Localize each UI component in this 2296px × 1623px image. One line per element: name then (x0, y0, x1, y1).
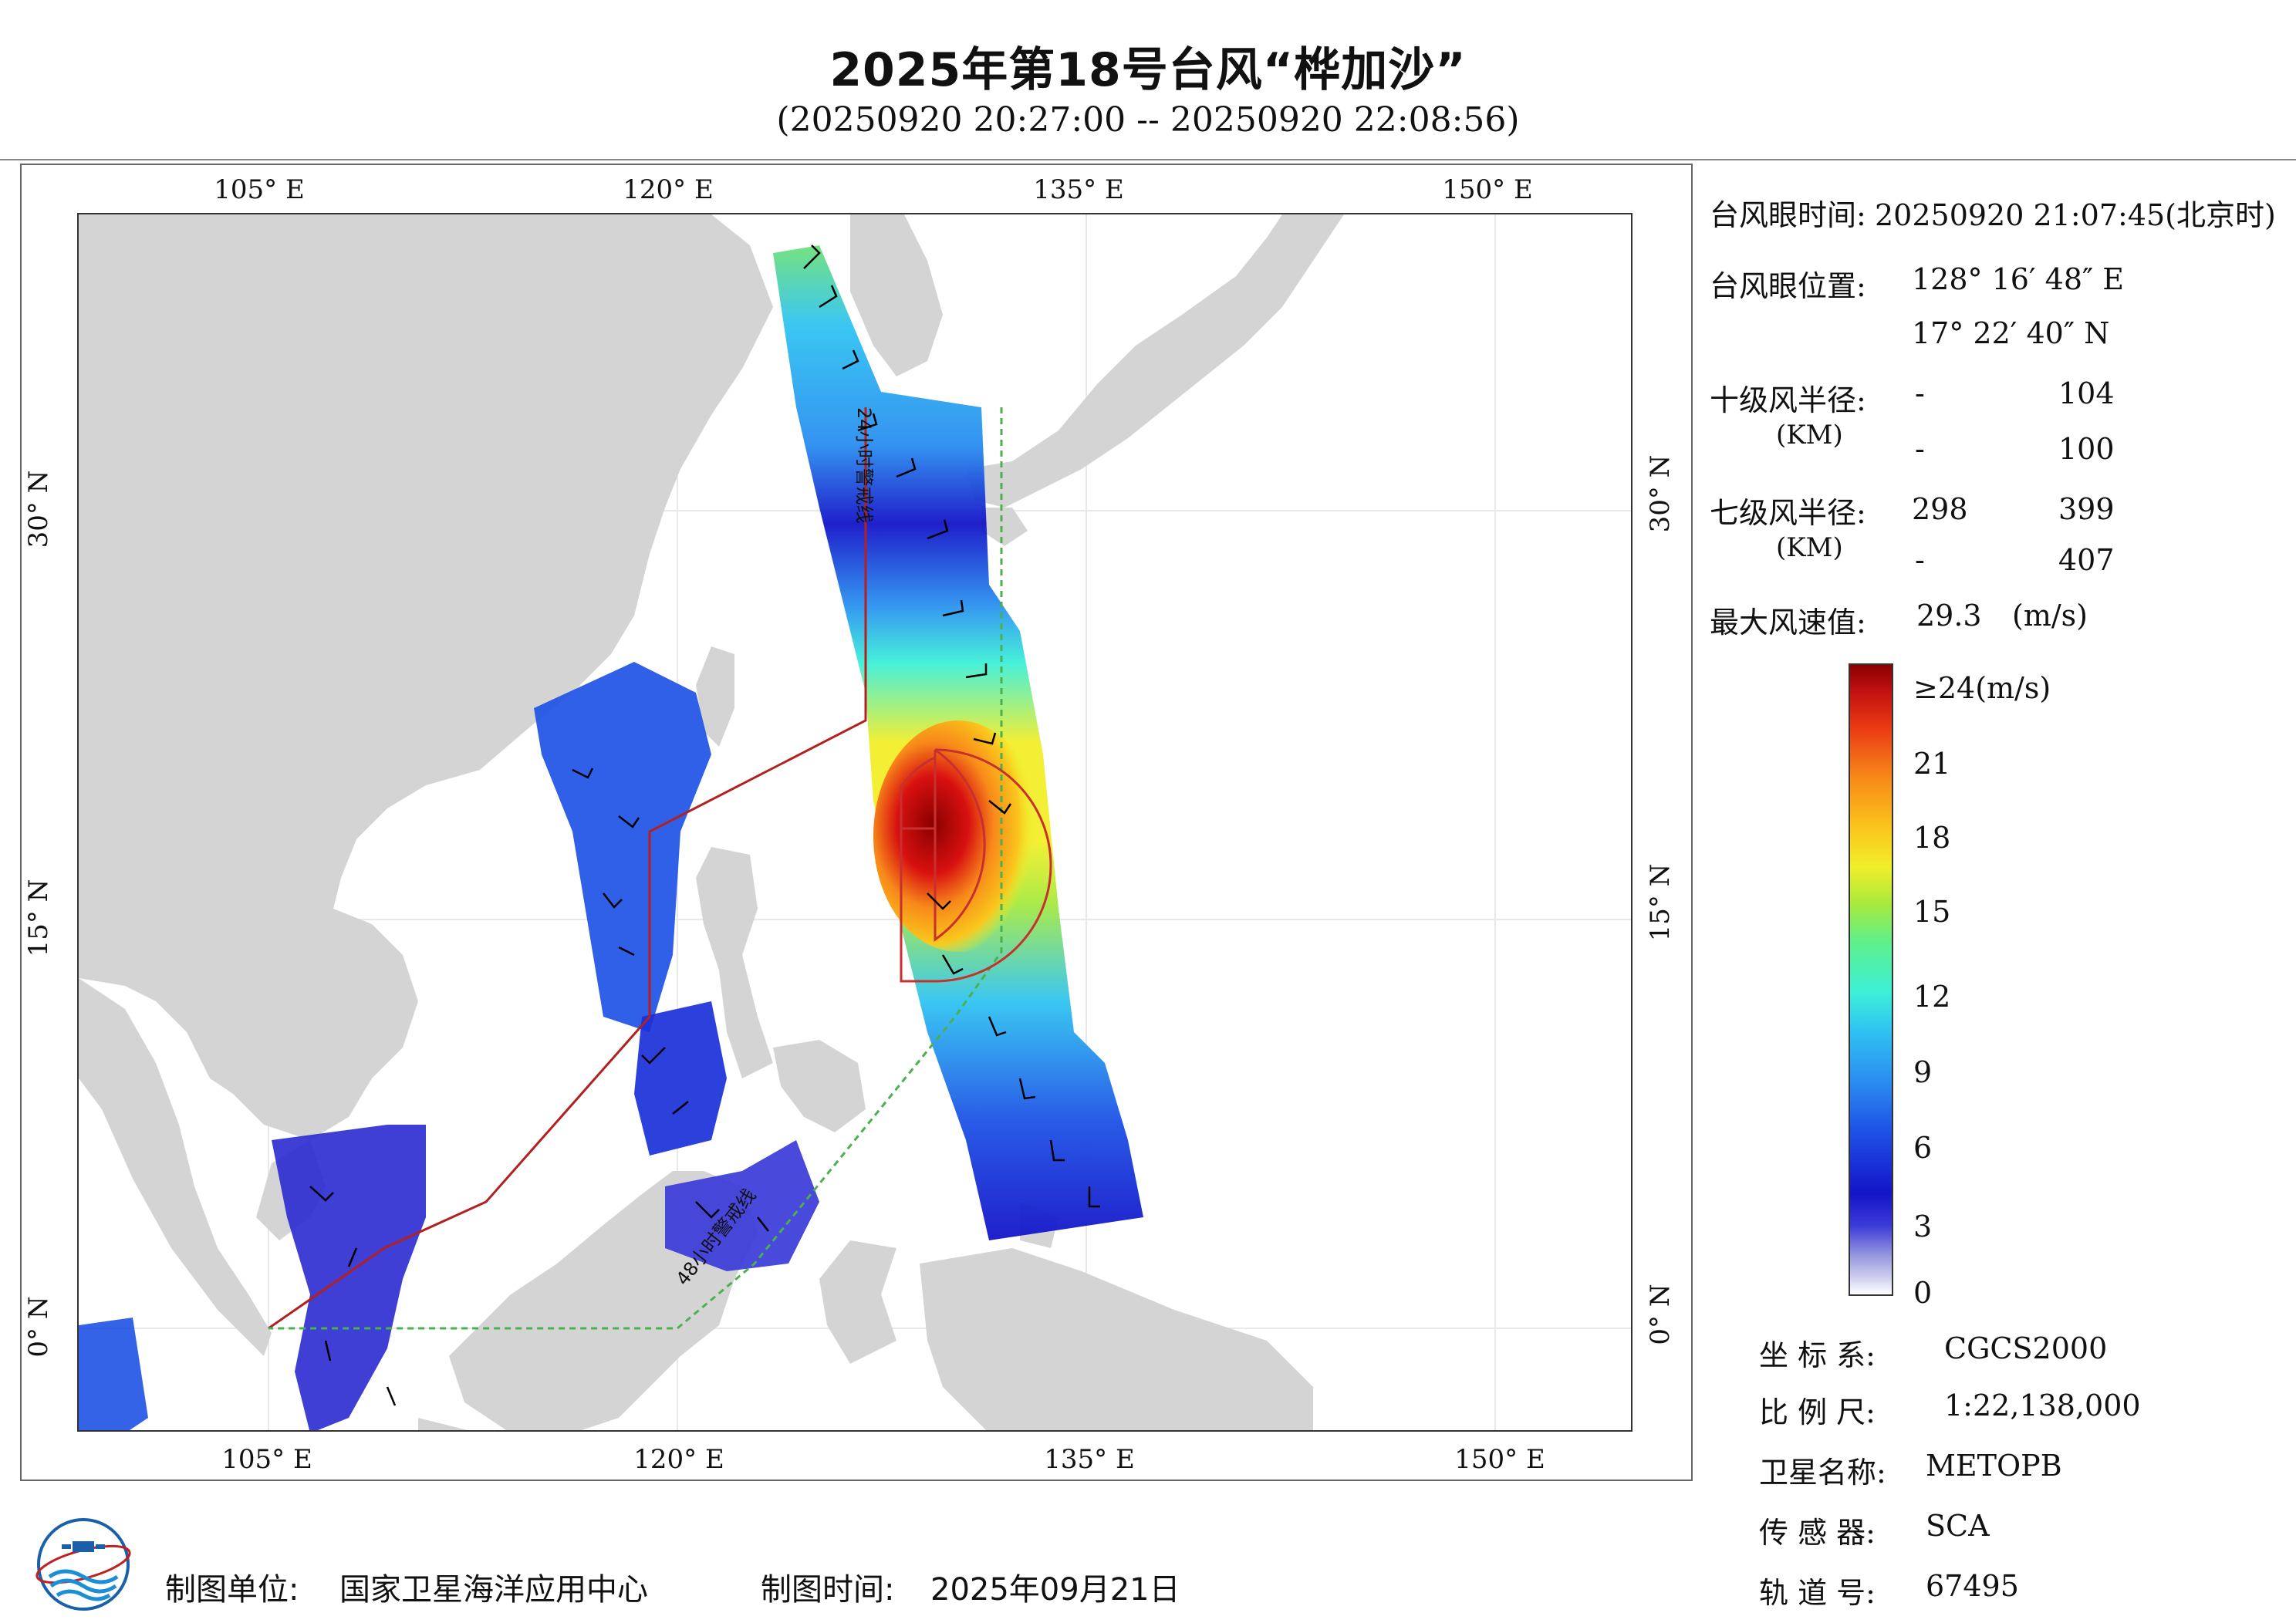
r7-row1-b: 399 (2058, 492, 2115, 526)
swath-5 (272, 1125, 426, 1430)
axis-label-right-0n: 0° N (1645, 1284, 1676, 1345)
axis-label-left-30n: 30° N (23, 470, 54, 548)
warning-line-48h (268, 407, 1003, 1330)
eye-position-label: 台风眼位置: (1710, 269, 1866, 303)
colorbar-label: 6 (1913, 1131, 1933, 1165)
r10-row2-a: - (1915, 432, 1925, 466)
wind-speed-colorbar (1849, 663, 1893, 1296)
r7-row1-a: 298 (1912, 492, 1968, 526)
date-label: 制图时间: (761, 1572, 895, 1608)
satellite-label: 卫星名称: (1759, 1456, 1886, 1490)
axis-label-left-0n: 0° N (23, 1296, 54, 1358)
axis-label-bottom-150e: 150° E (1454, 1444, 1545, 1475)
map-area: 24小时警戒线 48小时警戒线 (77, 213, 1633, 1432)
warning-lines (268, 407, 1003, 1330)
colorbar-label: 21 (1913, 747, 1951, 781)
time-range-subtitle: (20250920 20:27:00 -- 20250920 22:08:56) (776, 100, 1520, 140)
sensor-label: 传 感 器: (1759, 1516, 1876, 1550)
map-title: 2025年第18号台风“桦加沙” (829, 43, 1467, 97)
divider (0, 159, 2296, 160)
r10-row1-b: 104 (2058, 376, 2115, 410)
axis-label-bottom-105e: 105° E (221, 1444, 312, 1475)
scale-value: 1:22,138,000 (1944, 1388, 2141, 1422)
swath-6 (79, 1318, 148, 1430)
map-canvas: 24小时警戒线 48小时警戒线 (79, 214, 1631, 1430)
wind-radius-7 (900, 748, 986, 942)
axis-label-top-150e: 150° E (1442, 174, 1533, 205)
crs-label: 坐 标 系: (1759, 1338, 1876, 1372)
colorbar-label: 12 (1913, 980, 1951, 1014)
r10-label: 十级风半径: (1710, 383, 1866, 417)
r10-row2-b: 100 (2058, 432, 2115, 466)
axis-label-right-30n: 30° N (1645, 454, 1676, 533)
maker-label: 制图单位: (165, 1572, 299, 1608)
date-value: 2025年09月21日 (930, 1572, 1180, 1608)
land (79, 214, 1344, 1430)
r7-label: 七级风半径: (1710, 496, 1866, 530)
colorbar-label: 0 (1913, 1276, 1933, 1310)
warning-label-24h: 24小时警戒线 (853, 407, 875, 524)
satellite-value: METOPB (1926, 1449, 2062, 1483)
wind-barbs (309, 245, 1100, 1406)
r7-row2-b: 407 (2058, 543, 2115, 577)
eye-time-value: 20250920 21:07:45(北京时) (1875, 198, 2276, 232)
axis-label-top-135e: 135° E (1033, 174, 1124, 205)
colorbar-label: 18 (1913, 821, 1951, 855)
colorbar-label-max: ≥24(m/s) (1913, 671, 2051, 705)
swath-3 (634, 1001, 727, 1156)
orbit-value: 67495 (1926, 1569, 2019, 1603)
colorbar-label: 3 (1913, 1210, 1933, 1243)
nsoas-logo-icon (35, 1518, 131, 1611)
max-wind-label: 最大风速值: (1710, 606, 1866, 639)
crs-value: CGCS2000 (1944, 1331, 2108, 1365)
warning-line-24h (268, 407, 867, 1330)
swath-4 (665, 1140, 819, 1271)
r10-unit: (KM) (1776, 420, 1843, 450)
colorbar-label: 9 (1913, 1055, 1933, 1089)
eye-latitude: 17° 22′ 40″ N (1912, 316, 2110, 350)
scale-label: 比 例 尺: (1759, 1395, 1876, 1429)
sensor-value: SCA (1926, 1509, 1990, 1543)
swath-2 (534, 662, 711, 1032)
eye-time-label: 台风眼时间: (1710, 198, 1866, 232)
orbit-label: 轨 道 号: (1759, 1576, 1876, 1610)
axis-label-top-120e: 120° E (623, 174, 714, 205)
max-wind-value: 29.3 (1916, 599, 1982, 633)
axis-label-right-15n: 15° N (1645, 863, 1676, 942)
colorbar-label: 15 (1913, 895, 1951, 929)
r7-row2-a: - (1915, 543, 1925, 577)
max-wind-unit: (m/s) (2012, 599, 2088, 633)
maker-value: 国家卫星海洋应用中心 (339, 1572, 648, 1608)
r10-row1-a: - (1915, 376, 1925, 410)
axis-label-bottom-120e: 120° E (633, 1444, 724, 1475)
r7-unit: (KM) (1776, 532, 1843, 563)
wind-radii (900, 748, 1052, 983)
axis-label-bottom-135e: 135° E (1044, 1444, 1135, 1475)
eye-longitude: 128° 16′ 48″ E (1912, 262, 2125, 296)
wind-radius-7-sector (900, 748, 1052, 983)
axis-label-left-15n: 15° N (23, 879, 54, 957)
axis-label-top-105e: 105° E (214, 174, 305, 205)
